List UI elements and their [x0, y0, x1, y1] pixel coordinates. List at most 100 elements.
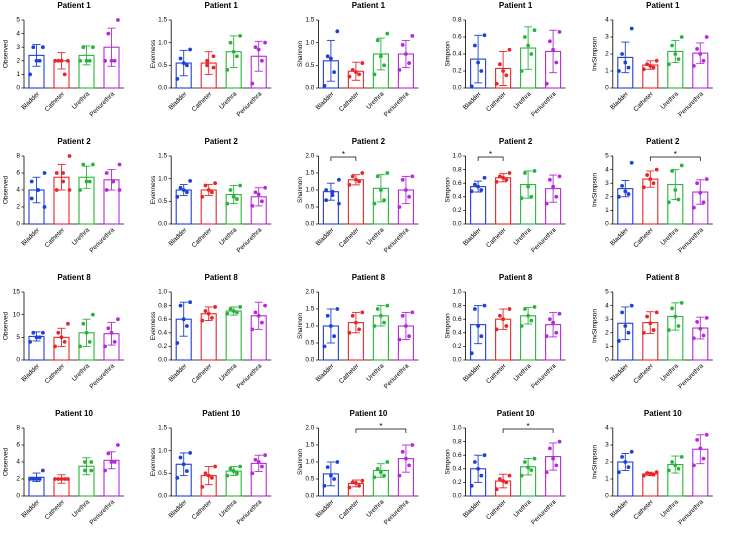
data-point [498, 62, 502, 67]
x-tick-label: Periurethra [88, 362, 116, 390]
data-point [544, 470, 549, 475]
y-tick-label: 3 [16, 44, 20, 51]
data-point [479, 69, 484, 73]
data-point [551, 47, 555, 52]
data-point [544, 81, 549, 86]
data-point [554, 330, 559, 335]
data-point [231, 49, 236, 54]
data-point [532, 456, 537, 461]
data-point [104, 171, 109, 175]
data-point [397, 473, 402, 478]
data-point [325, 313, 330, 318]
data-point [253, 45, 258, 50]
data-point [404, 324, 408, 328]
data-point [117, 162, 122, 167]
x-tick-label: Catheter [44, 226, 67, 249]
data-point [210, 315, 214, 320]
data-point [111, 179, 115, 184]
y-tick-label: 2 [605, 194, 609, 201]
data-point [347, 183, 352, 187]
data-point [617, 194, 621, 199]
data-point [673, 52, 678, 56]
data-point [181, 317, 186, 322]
x-tick-label: Catheter [632, 90, 655, 113]
y-tick-label: 15 [13, 289, 21, 296]
data-point [238, 464, 243, 469]
data-point [626, 330, 631, 335]
data-point [554, 463, 559, 468]
data-point [253, 190, 258, 195]
y-tick-label: 1.5 [158, 425, 167, 432]
data-point [642, 185, 646, 190]
y-tick-label: 0.5 [305, 340, 314, 347]
data-point [667, 200, 671, 205]
data-point [228, 307, 233, 311]
x-tick-label: Periurethra [236, 226, 264, 254]
data-point [507, 171, 512, 175]
y-tick-label: 0.5 [305, 204, 314, 211]
x-tick-label: Catheter [632, 362, 655, 385]
data-point [400, 313, 405, 318]
data-point [701, 58, 706, 63]
data-point [59, 58, 64, 63]
data-point [557, 174, 562, 179]
bar [347, 179, 364, 225]
x-tick-label: Periurethra [88, 90, 116, 118]
x-tick-label: Catheter [44, 498, 67, 521]
data-point [263, 303, 267, 308]
y-tick-label: 1 [605, 68, 609, 75]
data-point [548, 39, 552, 44]
data-point [642, 473, 646, 478]
data-point [329, 56, 333, 61]
data-point [701, 200, 706, 205]
data-point [385, 31, 390, 36]
y-tick-label: 1.0 [305, 39, 314, 46]
data-point [526, 184, 530, 189]
x-tick-label: Urethra [71, 362, 92, 383]
x-tick-label: Urethra [512, 498, 533, 519]
data-point [701, 333, 706, 338]
y-axis-label: Evenness [150, 447, 157, 476]
data-point [385, 171, 390, 175]
data-point [679, 300, 684, 305]
data-point [704, 35, 709, 39]
y-axis-label: InvSimpson [592, 445, 599, 479]
data-point [617, 69, 621, 73]
y-tick-label: 0.5 [158, 62, 167, 69]
data-point [87, 58, 92, 63]
data-point [350, 174, 355, 179]
x-tick-label: Periurethra [677, 226, 705, 254]
y-tick-label: 0.2 [158, 343, 167, 350]
data-point [62, 72, 67, 77]
data-point [692, 336, 696, 341]
x-tick-label: Periurethra [677, 362, 705, 390]
data-point [225, 473, 230, 478]
data-point [410, 310, 415, 315]
y-tick-label: 4 [605, 17, 609, 24]
x-tick-label: Bladder [609, 498, 630, 519]
data-point [648, 177, 653, 182]
data-point [626, 192, 631, 196]
data-point [529, 468, 534, 473]
data-point [504, 73, 509, 78]
y-tick-label: 2 [16, 58, 20, 65]
data-point [188, 47, 193, 52]
data-point [112, 339, 117, 344]
data-point [385, 303, 390, 308]
data-point [372, 324, 377, 328]
significance-label: * [527, 422, 530, 431]
y-tick-label: 1.0 [305, 187, 314, 194]
data-point [84, 330, 89, 335]
data-point [620, 455, 624, 459]
data-point [211, 54, 216, 59]
x-tick-label: Bladder [462, 90, 483, 111]
data-point [357, 72, 361, 77]
data-point [372, 201, 377, 206]
x-tick-label: Urethra [365, 498, 386, 519]
data-point [83, 468, 87, 473]
y-tick-label: 0 [16, 493, 20, 500]
y-tick-label: 0.0 [453, 85, 462, 92]
data-point [175, 341, 180, 345]
data-point [620, 310, 624, 315]
data-point [548, 317, 552, 322]
